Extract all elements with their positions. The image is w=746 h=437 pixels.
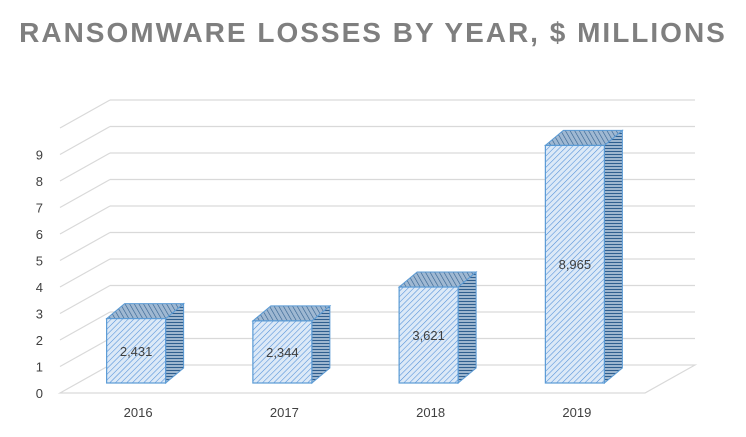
bar: [106, 317, 167, 384]
x-tick-label: 2019: [562, 405, 591, 420]
gridline-side: [59, 99, 111, 129]
y-tick-label: 0: [36, 386, 43, 401]
x-tick-label: 2016: [124, 405, 153, 420]
gridline-side: [59, 337, 111, 368]
bar: [544, 144, 605, 384]
bar-side: [457, 270, 477, 385]
y-tick-label: 7: [36, 201, 43, 216]
chart-title: RANSOMWARE LOSSES BY YEAR, $ MILLIONS: [19, 17, 727, 48]
chart-floor: [57, 364, 698, 394]
y-tick-label: 2: [36, 333, 43, 348]
gridline-side: [59, 178, 111, 209]
gridline-side: [59, 284, 111, 315]
gridline-side: [59, 152, 111, 182]
y-tick-label: 9: [36, 148, 43, 163]
gridline-side: [59, 125, 111, 156]
y-tick-label: 4: [36, 280, 43, 295]
x-tick-label: 2017: [270, 405, 299, 420]
y-tick-label: 8: [36, 174, 43, 189]
gridline-side: [59, 311, 111, 341]
gridline-side: [59, 205, 111, 235]
y-tick-label: 5: [36, 254, 43, 269]
data-label: 8,965: [559, 257, 592, 272]
x-tick-label: 2018: [416, 405, 445, 420]
data-label: 2,344: [266, 345, 299, 360]
data-label: 2,431: [120, 344, 153, 359]
y-tick-label: 3: [36, 307, 43, 322]
y-tick-label: 1: [36, 360, 43, 375]
y-tick-label: 6: [36, 227, 43, 242]
bar: [252, 320, 313, 384]
bar: [398, 286, 459, 384]
gridline-side: [59, 258, 111, 288]
gridline-side: [59, 231, 111, 262]
data-label: 3,621: [412, 328, 445, 343]
bar-side: [603, 129, 623, 385]
